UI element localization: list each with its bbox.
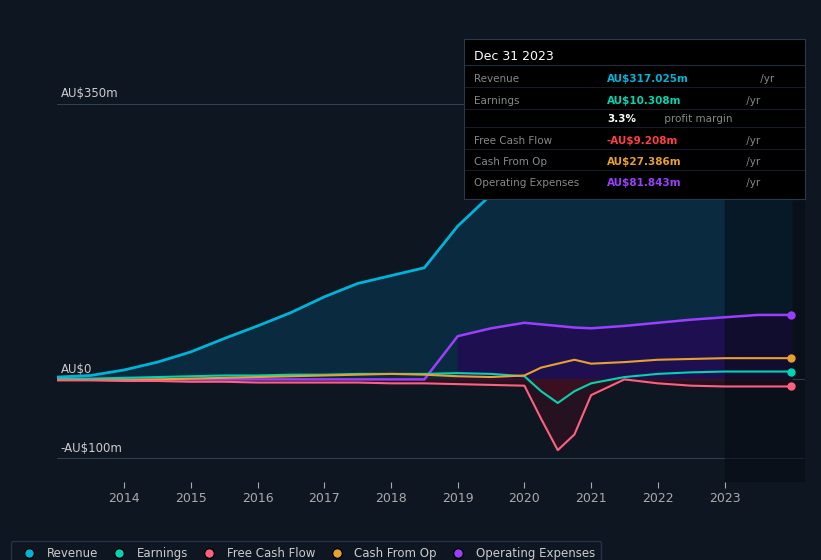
Text: /yr: /yr	[743, 96, 760, 106]
Point	[785, 310, 798, 319]
Text: AU$317.025m: AU$317.025m	[607, 74, 689, 84]
Text: Free Cash Flow: Free Cash Flow	[474, 136, 553, 146]
Text: Cash From Op: Cash From Op	[474, 157, 547, 167]
Text: -AU$100m: -AU$100m	[61, 442, 122, 455]
Text: /yr: /yr	[743, 136, 760, 146]
Text: profit margin: profit margin	[662, 114, 733, 124]
Point	[785, 125, 798, 134]
Text: /yr: /yr	[743, 157, 760, 167]
Point	[785, 367, 798, 376]
Text: Revenue: Revenue	[474, 74, 519, 84]
Text: -AU$9.208m: -AU$9.208m	[607, 136, 678, 146]
Text: AU$10.308m: AU$10.308m	[607, 96, 681, 106]
Text: AU$0: AU$0	[61, 363, 92, 376]
Text: AU$81.843m: AU$81.843m	[607, 178, 681, 188]
Text: Operating Expenses: Operating Expenses	[474, 178, 580, 188]
Point	[785, 382, 798, 391]
Point	[785, 354, 798, 363]
Text: AU$350m: AU$350m	[61, 87, 118, 100]
Text: /yr: /yr	[757, 74, 774, 84]
Text: Earnings: Earnings	[474, 96, 520, 106]
Legend: Revenue, Earnings, Free Cash Flow, Cash From Op, Operating Expenses: Revenue, Earnings, Free Cash Flow, Cash …	[11, 541, 601, 560]
Text: Dec 31 2023: Dec 31 2023	[474, 50, 554, 63]
Bar	[725, 73, 805, 482]
Text: AU$27.386m: AU$27.386m	[607, 157, 681, 167]
Text: 3.3%: 3.3%	[607, 114, 636, 124]
Text: /yr: /yr	[743, 178, 760, 188]
